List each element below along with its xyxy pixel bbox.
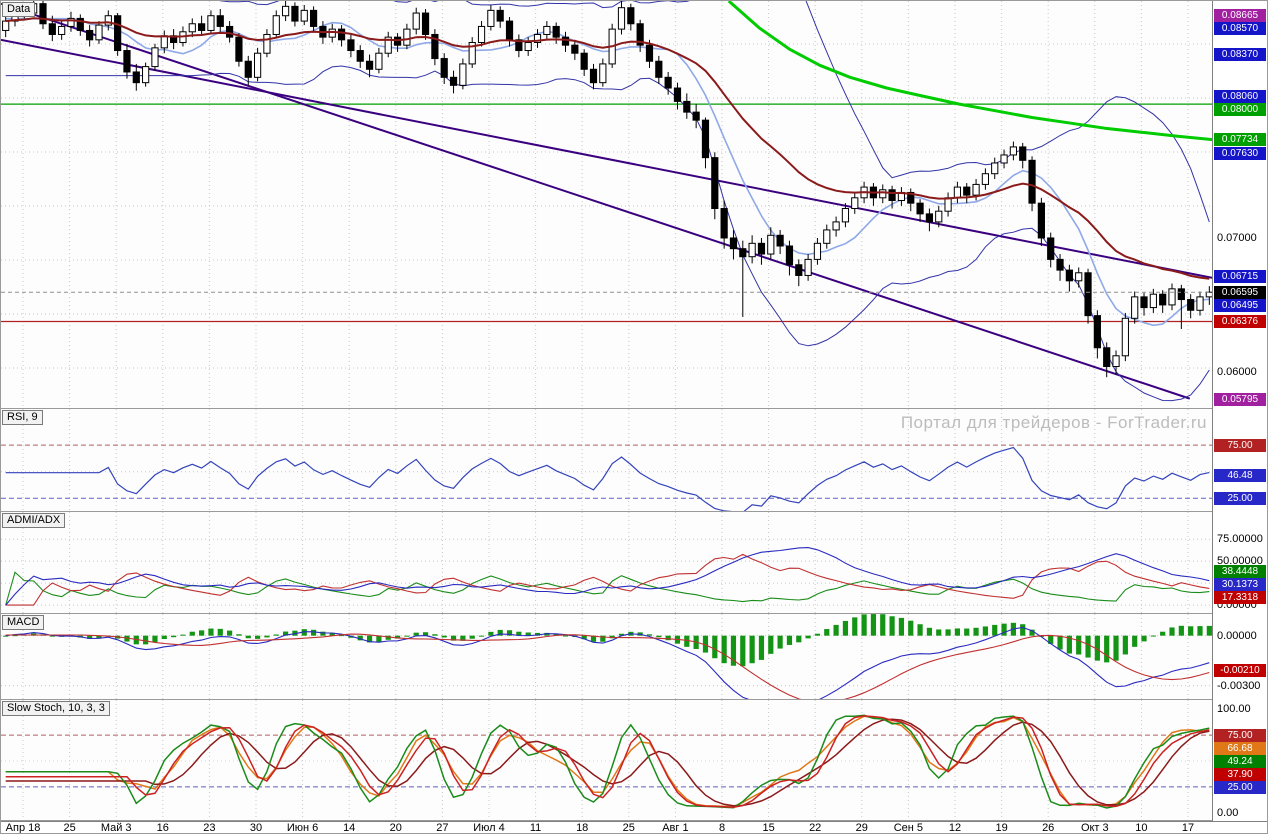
candles-layer — [2, 1, 1213, 378]
time-label-17: 22 — [809, 822, 822, 834]
panel-label-macd: MACD — [2, 615, 45, 630]
time-label-10: Июл 4 — [473, 822, 505, 834]
panel-label-stochastic: Slow Stoch, 10, 3, 3 — [2, 701, 110, 716]
panel-rsi[interactable]: RSI, 9 — [1, 409, 1214, 513]
time-label-23: Окт 3 — [1080, 822, 1109, 834]
watermark-text: Портал для трейдеров - ForTrader.ru — [900, 413, 1207, 432]
scale-label-50.00000: 50.00000 — [1217, 555, 1263, 568]
grid-vertical-stoch — [22, 700, 1189, 820]
scale-label-0.00: 0.00 — [1217, 806, 1239, 819]
scale-label--0.00300: -0.00300 — [1217, 679, 1261, 692]
time-label-22: 26 — [1042, 822, 1055, 834]
scale-label-75.00000: 75.00000 — [1217, 533, 1263, 546]
panel-price-chart[interactable]: Data — [1, 1, 1214, 410]
stochastic-chart-svg — [1, 700, 1214, 820]
stoch-k-line — [5, 714, 1210, 809]
scale-badge-0.06376: 0.06376 — [1214, 315, 1266, 328]
adx-main-line — [5, 547, 1210, 606]
scale-badge-0.07630: 0.07630 — [1214, 147, 1266, 161]
scale-badge-25.00: 25.00 — [1214, 781, 1266, 795]
bollinger-lower-line — [5, 65, 1210, 402]
scale-badge-0.07734: 0.07734 — [1214, 133, 1266, 147]
macd-signal-line — [5, 633, 1210, 699]
macd-line — [5, 626, 1210, 699]
stoch-d2-line — [5, 718, 1210, 807]
time-axis[interactable]: Апр 18 25 Май 3 16 23 30 Июн 6 14 20 27 Июл 4 11 18 2… — [1, 821, 1267, 834]
scale-badge-0.08000: 0.08000 — [1214, 102, 1266, 116]
scale-badge-0.06495: 0.06495 — [1214, 299, 1266, 313]
grid-vertical-rsi — [22, 409, 1189, 511]
panel-macd[interactable]: MACD — [1, 614, 1214, 701]
scale-badge-66.68: 66.68 — [1214, 741, 1266, 755]
time-label-12: 18 — [576, 822, 589, 834]
scale-label-100.00: 100.00 — [1217, 703, 1251, 716]
time-label-25: 17 — [1181, 822, 1195, 834]
panel-adx[interactable]: ADMI/ADX — [1, 512, 1214, 615]
time-label-8: 20 — [389, 822, 402, 834]
scale-label-0.00000: 0.00000 — [1217, 629, 1257, 642]
time-label-7: 14 — [343, 822, 356, 834]
scale-label-0.06000: 0.06000 — [1217, 365, 1257, 378]
scale-badge-0.06715: 0.06715 — [1214, 269, 1266, 283]
grid-vertical-adx — [22, 512, 1189, 613]
scale-badge-17.3318: 17.3318 — [1214, 590, 1266, 604]
time-label-18: 29 — [855, 822, 868, 834]
time-label-6: Июн 6 — [286, 822, 319, 834]
panel-label-adx: ADMI/ADX — [2, 513, 66, 528]
scale-badge-0.08370: 0.08370 — [1214, 48, 1266, 62]
trendline-1 — [1, 2, 1191, 400]
panel-stochastic[interactable]: Slow Stoch, 10, 3, 3 — [1, 700, 1214, 822]
time-label-2: Май 3 — [100, 822, 132, 834]
ma-slow-line — [5, 17, 1210, 280]
trendline-2 — [1, 38, 1214, 280]
rsi-chart-svg — [1, 409, 1214, 511]
time-label-13: 25 — [622, 822, 635, 834]
time-label-14: Авг 1 — [662, 822, 689, 834]
time-label-19: Сен 5 — [893, 822, 924, 834]
scale-badge-0.08570: 0.08570 — [1214, 21, 1266, 35]
time-label-1: 25 — [63, 822, 76, 834]
scale-badge-0.05795: 0.05795 — [1214, 392, 1266, 406]
time-label-3: 16 — [156, 822, 169, 834]
scale-badge-30.1373: 30.1373 — [1214, 577, 1266, 591]
time-label-21: 19 — [995, 822, 1008, 834]
ma-long-line — [727, 1, 1214, 142]
time-label-9: 27 — [436, 822, 449, 834]
scale-badge-46.48: 46.48 — [1214, 468, 1266, 482]
time-label-0: Апр 18 — [5, 822, 41, 834]
macd-histogram — [3, 614, 1212, 667]
scale-badge-75.00: 75.00 — [1214, 438, 1266, 452]
scale-badge-0.08665: 0.08665 — [1214, 8, 1266, 22]
stoch-d-line — [5, 715, 1210, 808]
scale-badge-25.00: 25.00 — [1214, 491, 1266, 505]
bollinger-upper-line — [219, 1, 1210, 223]
scale-badge-38.4448: 38.4448 — [1214, 564, 1266, 578]
time-label-5: 30 — [249, 822, 263, 834]
time-label-4: 23 — [203, 822, 216, 834]
time-label-16: 15 — [762, 822, 775, 834]
price-chart-svg — [1, 1, 1214, 408]
scale-badge--0.00210: -0.00210 — [1214, 664, 1266, 678]
price-scale[interactable]: 0.07000 0.06000 0.08665 0.08570 0.08370 0.080… — [1212, 1, 1267, 821]
time-label-15: 8 — [718, 822, 726, 834]
scale-badge-0.06595: 0.06595 — [1214, 285, 1266, 299]
stoch-k2-line — [5, 715, 1210, 808]
ma-fast-line — [5, 17, 1210, 327]
scale-badge-49.24: 49.24 — [1214, 755, 1266, 769]
rsi-line — [5, 446, 1210, 511]
macd-chart-svg — [1, 614, 1214, 699]
scale-badge-75.00: 75.00 — [1214, 728, 1266, 742]
adx-chart-svg — [1, 512, 1214, 613]
scale-label-0.07000: 0.07000 — [1217, 231, 1257, 244]
panel-label-rsi: RSI, 9 — [2, 410, 43, 425]
time-label-20: 12 — [948, 822, 962, 834]
scale-badge-0.08060: 0.08060 — [1214, 89, 1266, 103]
time-label-11: 11 — [529, 822, 542, 834]
adx-minus-di-line — [5, 553, 1210, 606]
time-label-24: 10 — [1135, 822, 1148, 834]
panel-label-data: Data — [2, 2, 36, 17]
scale-badge-37.90: 37.90 — [1214, 768, 1266, 782]
